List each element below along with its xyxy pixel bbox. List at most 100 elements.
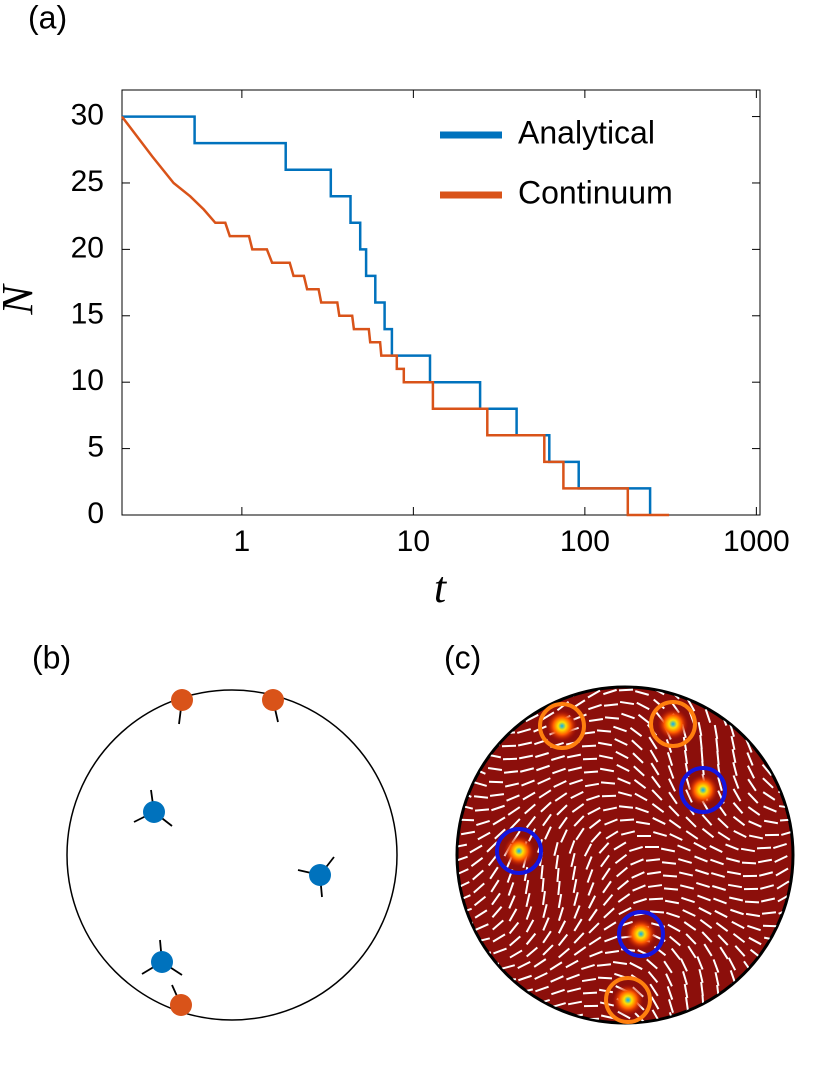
y-tick-label: 10	[71, 364, 104, 397]
streak	[485, 975, 501, 979]
streak	[617, 777, 631, 785]
streak	[718, 699, 728, 713]
streak	[726, 870, 742, 876]
streak	[680, 958, 688, 972]
streak	[542, 903, 548, 919]
streak	[571, 865, 577, 881]
streak	[747, 765, 755, 779]
streak	[701, 994, 705, 1010]
streak	[617, 893, 631, 903]
streak	[651, 803, 665, 813]
streak	[507, 806, 521, 816]
streak	[646, 870, 662, 876]
y-tick-label: 15	[71, 298, 104, 331]
streak	[553, 841, 559, 857]
streak	[762, 777, 774, 789]
streak	[669, 935, 681, 947]
streak	[700, 981, 704, 997]
streak	[697, 721, 703, 737]
streak	[458, 843, 468, 849]
streak	[758, 724, 770, 738]
streak	[458, 996, 469, 1008]
streak	[649, 749, 659, 763]
streak	[629, 961, 643, 971]
streak	[560, 829, 568, 843]
streak	[725, 857, 741, 863]
streak	[709, 845, 723, 853]
streak	[542, 890, 546, 906]
streak	[669, 833, 683, 841]
streak	[551, 755, 565, 761]
streak	[765, 713, 779, 723]
streak	[468, 963, 484, 969]
streak	[698, 906, 712, 916]
streak	[732, 932, 746, 944]
streak	[700, 688, 712, 697]
streak	[682, 971, 688, 985]
streak	[581, 963, 595, 971]
orange-defects	[170, 689, 284, 1016]
streak	[730, 908, 744, 916]
streak	[458, 762, 469, 774]
streak	[588, 717, 604, 723]
streak	[588, 818, 602, 830]
streak	[679, 884, 695, 890]
streak	[540, 801, 552, 813]
streak	[744, 973, 754, 987]
streak	[636, 701, 650, 711]
streak	[715, 737, 719, 753]
streak	[587, 806, 601, 816]
streak	[544, 826, 552, 840]
streak	[718, 1010, 722, 1022]
streak	[710, 872, 726, 878]
streak	[554, 792, 568, 802]
x-tick-label: 100	[560, 525, 610, 558]
streak	[650, 996, 660, 1010]
orange-rings	[538, 700, 697, 1024]
streak	[759, 884, 775, 890]
streak	[685, 816, 697, 828]
streak	[775, 867, 789, 877]
streak	[631, 739, 643, 751]
streak	[491, 892, 501, 906]
streak	[651, 775, 661, 789]
streak	[573, 946, 587, 956]
streak	[758, 871, 774, 877]
streak	[458, 983, 468, 995]
streak	[732, 775, 740, 789]
streak	[581, 744, 597, 748]
streak	[748, 820, 762, 828]
series-line	[121, 115, 670, 517]
streak	[471, 753, 485, 763]
streak	[632, 752, 644, 764]
streak	[713, 724, 719, 740]
streak	[779, 935, 792, 939]
streak	[486, 987, 502, 993]
streak	[570, 791, 584, 799]
streak	[492, 919, 504, 931]
streak	[460, 830, 476, 836]
streak	[747, 999, 755, 1013]
streak	[619, 818, 635, 822]
streak	[614, 738, 628, 746]
streak	[566, 973, 580, 981]
streak	[612, 960, 628, 966]
streak	[502, 991, 518, 995]
streak	[747, 924, 761, 932]
streak	[683, 749, 689, 765]
streak	[603, 688, 617, 696]
streak	[458, 855, 468, 863]
streak	[778, 921, 792, 927]
streak	[602, 893, 614, 907]
streak	[717, 817, 729, 829]
streak	[557, 880, 561, 896]
streak	[458, 868, 469, 876]
streak	[668, 805, 680, 817]
panel-label: (a)	[28, 0, 67, 35]
streak	[629, 846, 643, 852]
streak	[647, 884, 663, 888]
streak	[727, 957, 737, 971]
streak	[585, 856, 593, 870]
streak	[504, 782, 520, 788]
streak	[604, 818, 618, 826]
